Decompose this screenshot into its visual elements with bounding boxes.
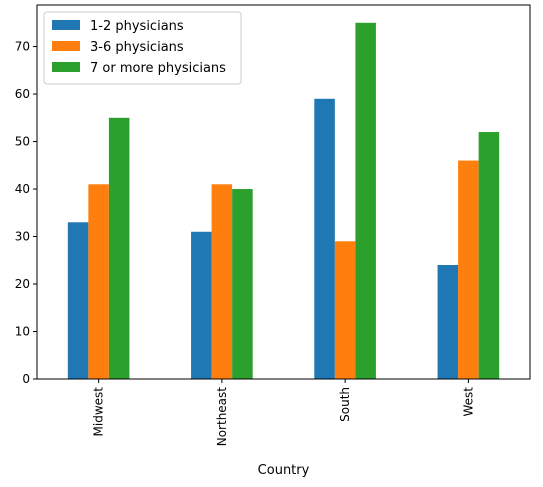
y-tick-label: 0 <box>22 372 30 386</box>
bar-west-series-3 <box>478 132 500 379</box>
legend-label: 3-6 physicians <box>90 40 184 55</box>
bar-midwest-series-1 <box>67 222 89 379</box>
plot-frame <box>36 4 531 380</box>
bar-south-series-3 <box>355 22 376 380</box>
x-axis-title: Country <box>258 463 310 478</box>
bar-northeast-series-2 <box>211 184 233 379</box>
legend-label: 7 or more physicians <box>90 61 226 76</box>
x-tick-label-south: South <box>338 387 352 422</box>
bars-layer <box>67 22 500 380</box>
x-axis: Midwest Northeast South West <box>92 379 475 447</box>
bar-midwest-series-3 <box>108 117 130 380</box>
bar-south-series-2 <box>334 241 356 379</box>
legend-label: 1-2 physicians <box>90 19 184 34</box>
bar-south-series-1 <box>314 98 335 380</box>
bar-northeast-series-1 <box>191 231 212 379</box>
y-tick-label: 10 <box>15 325 30 339</box>
x-tick-label-midwest: Midwest <box>92 387 106 437</box>
y-tick-label: 20 <box>15 277 30 291</box>
y-tick-label: 50 <box>15 135 30 149</box>
y-tick-label: 30 <box>15 230 30 244</box>
bar-midwest-series-2 <box>88 184 109 379</box>
y-axis: 0 10 20 30 40 50 60 70 <box>15 40 37 386</box>
y-tick-label: 60 <box>15 87 30 101</box>
x-tick-label-northeast: Northeast <box>215 387 229 447</box>
y-tick-label: 40 <box>15 182 30 196</box>
legend-swatch <box>52 41 80 51</box>
legend-box <box>43 11 242 85</box>
legend: 1-2 physicians 3-6 physicians 7 or more ph… <box>43 11 242 85</box>
bar-west-series-2 <box>458 160 479 379</box>
y-tick-label: 70 <box>15 40 30 54</box>
x-tick-label-west: West <box>461 387 475 417</box>
bar-northeast-series-3 <box>232 189 253 379</box>
bar-west-series-1 <box>437 265 459 379</box>
legend-swatch <box>52 62 80 72</box>
legend-swatch <box>52 20 80 30</box>
